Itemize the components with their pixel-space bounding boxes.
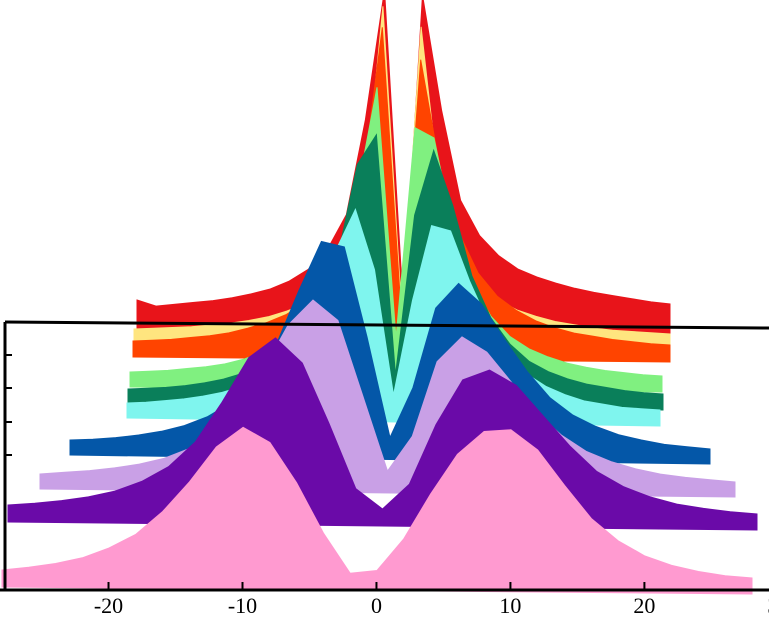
back-axis-edge xyxy=(4,320,769,330)
ridge xyxy=(127,133,664,411)
x-tick-label: 10 xyxy=(499,593,521,618)
ridge xyxy=(136,0,671,335)
x-tick-label: 30 xyxy=(767,593,769,618)
x-tick-label: 20 xyxy=(633,593,655,618)
ridge xyxy=(1,426,753,595)
ridges xyxy=(1,0,758,595)
x-tick-label: 0 xyxy=(371,593,382,618)
ridge xyxy=(132,27,671,363)
x-tick-label: -10 xyxy=(228,593,257,618)
x-tick-label: -20 xyxy=(94,593,123,618)
ridge xyxy=(129,87,663,393)
ridge xyxy=(126,208,661,427)
